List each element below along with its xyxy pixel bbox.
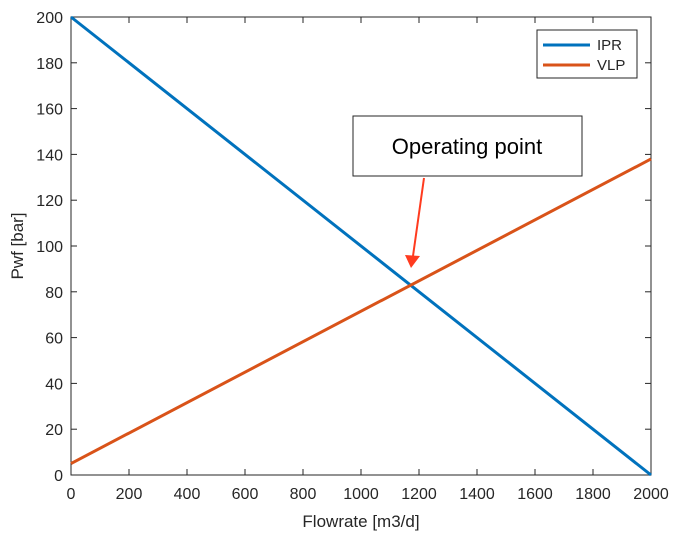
y-tick-label: 0 xyxy=(54,468,63,485)
x-tick-label: 2000 xyxy=(633,486,669,503)
y-axis-label: Pwf [bar] xyxy=(8,212,27,279)
y-tick-label: 60 xyxy=(45,331,63,348)
y-tick-label: 200 xyxy=(36,10,63,27)
y-tick-label: 160 xyxy=(36,102,63,119)
x-tick-label: 1800 xyxy=(575,486,611,503)
x-tick-label: 1200 xyxy=(401,486,437,503)
series-line-vlp xyxy=(70,157,652,465)
y-tick-label: 40 xyxy=(45,376,63,393)
y-tick-label: 80 xyxy=(45,285,63,302)
y-tick-label: 180 xyxy=(36,56,63,73)
y-tick-label: 20 xyxy=(45,422,63,439)
series-layer xyxy=(70,15,652,477)
legend-label-vlp: VLP xyxy=(597,57,625,74)
annotation-text: Operating point xyxy=(392,134,542,159)
legend: IPR VLP xyxy=(536,29,638,79)
x-tick-label: 0 xyxy=(67,486,76,503)
ticks: 0 200 400 600 800 1000 1200 1400 1600 1800 2000 0 20… xyxy=(36,10,669,503)
annotation-arrow xyxy=(412,177,425,257)
annotation-box xyxy=(352,115,583,177)
x-tick-label: 600 xyxy=(232,486,259,503)
x-axis-label: Flowrate [m3/d] xyxy=(302,512,419,531)
series-line-ipr xyxy=(70,15,652,477)
x-tick-label: 1000 xyxy=(343,486,379,503)
legend-label-ipr: IPR xyxy=(597,37,622,54)
annotation: Operating point xyxy=(352,115,583,268)
x-tick-label: 200 xyxy=(116,486,143,503)
x-tick-label: 400 xyxy=(174,486,201,503)
y-tick-label: 140 xyxy=(36,147,63,164)
x-tick-label: 800 xyxy=(290,486,317,503)
legend-box xyxy=(536,29,638,79)
x-tick-label: 1400 xyxy=(459,486,495,503)
y-tick-label: 120 xyxy=(36,193,63,210)
annotation-arrow-head xyxy=(405,255,420,268)
y-tick-label: 100 xyxy=(36,239,63,256)
x-tick-label: 1600 xyxy=(517,486,553,503)
